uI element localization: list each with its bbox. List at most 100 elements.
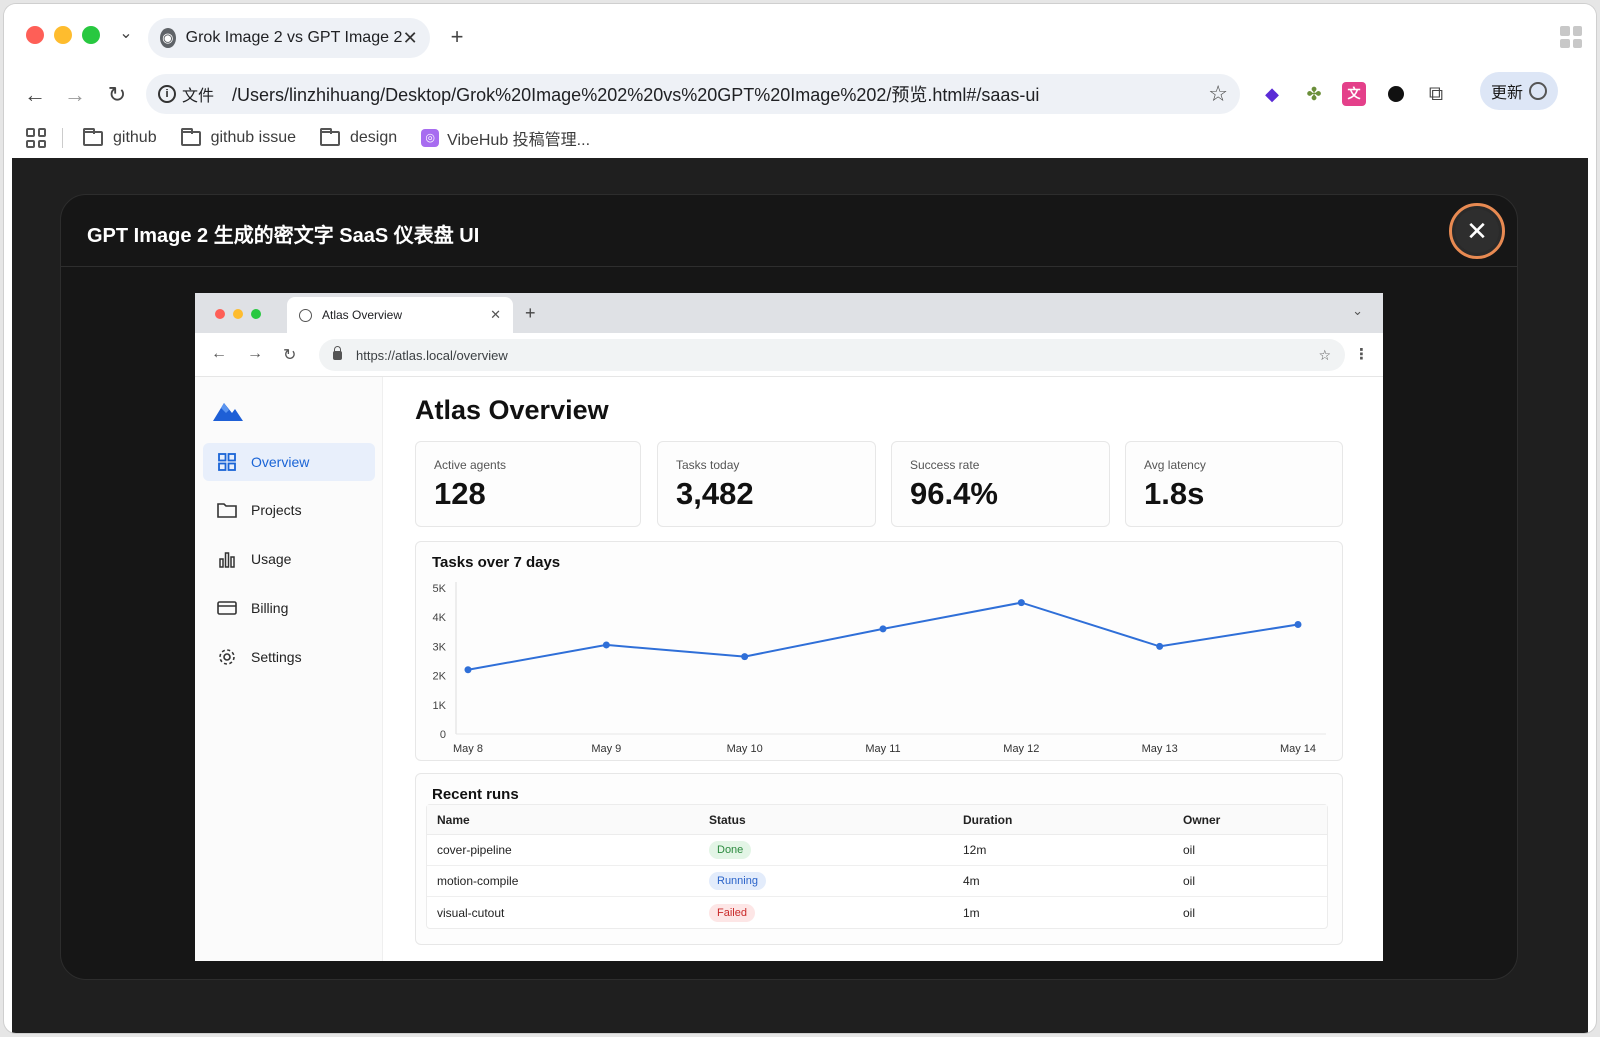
bar-chart-icon xyxy=(217,549,237,569)
column-header: Owner xyxy=(1173,805,1327,835)
inner-address-row: ← → ↻ https://atlas.local/overview ☆ ⋮ xyxy=(195,333,1383,377)
bookmark-github-issue[interactable]: github issue xyxy=(180,127,296,147)
sidebar: Overview Projects Usage xyxy=(195,377,383,961)
inner-new-tab-plus-icon[interactable]: + xyxy=(525,303,536,323)
x-tick-label: May 11 xyxy=(865,743,900,755)
address-bar[interactable]: i 文件 /Users/linzhihuang/Desktop/Grok%20I… xyxy=(146,74,1240,114)
maximize-window-button[interactable] xyxy=(82,26,100,44)
window-layout-icon[interactable] xyxy=(1560,26,1582,48)
run-name: cover-pipeline xyxy=(427,835,699,866)
extension-dot-icon[interactable] xyxy=(1384,82,1408,106)
x-tick-label: May 13 xyxy=(1142,743,1178,755)
folder-icon xyxy=(83,127,103,146)
sidebar-item-label: Overview xyxy=(251,454,310,470)
extension-diamond-icon[interactable]: ◆ xyxy=(1265,84,1279,104)
bookmark-design[interactable]: design xyxy=(319,127,397,147)
status-badge: Done xyxy=(709,841,752,859)
image-preview-modal: GPT Image 2 生成的密文字 SaaS 仪表盘 UI ✕ Atlas O… xyxy=(60,194,1518,980)
run-name: visual-cutout xyxy=(437,905,505,920)
extension-puzzle-color-icon[interactable]: ✤ xyxy=(1306,84,1322,104)
table-row[interactable]: motion-compile Running 4m oil xyxy=(427,866,1327,897)
update-button[interactable]: 更新 xyxy=(1480,72,1558,110)
apps-grid-icon[interactable] xyxy=(26,128,46,148)
extension-translate-icon[interactable]: 文 xyxy=(1342,82,1366,106)
bookmark-vibehub[interactable]: ◎ VibeHub 投稿管理... xyxy=(421,126,590,150)
runs-title: Recent runs xyxy=(432,786,519,803)
inner-maximize-dot xyxy=(251,309,261,319)
globe-icon xyxy=(299,308,312,322)
table-row[interactable]: cover-pipeline Done 12m oil xyxy=(427,835,1327,866)
sidebar-item-billing[interactable]: Billing xyxy=(203,589,375,627)
forward-arrow-icon[interactable]: → xyxy=(64,82,86,107)
close-icon: ✕ xyxy=(1455,209,1499,253)
bookmark-star-icon[interactable]: ☆ xyxy=(1208,81,1228,106)
inner-more-vertical-icon[interactable]: ⋮ xyxy=(1354,346,1369,363)
runs-table: Name Status Duration Owner cover-pipelin… xyxy=(426,804,1328,929)
inner-url-text[interactable]: https://atlas.local/overview xyxy=(356,347,508,363)
sidebar-item-settings[interactable]: Settings xyxy=(203,638,375,676)
inner-browser-tab[interactable]: Atlas Overview ✕ xyxy=(287,297,513,333)
table-header-row: Name Status Duration Owner xyxy=(427,805,1327,835)
data-point[interactable] xyxy=(1294,621,1302,628)
inner-close-dot xyxy=(215,309,225,319)
series-line xyxy=(467,601,1299,671)
atlas-logo-icon xyxy=(213,403,243,421)
data-point[interactable] xyxy=(1017,599,1025,607)
update-label: 更新 xyxy=(1490,85,1523,102)
tab-title: Grok Image 2 vs GPT Image 2 xyxy=(185,29,403,46)
minimize-window-button[interactable] xyxy=(54,26,72,44)
back-arrow-icon[interactable]: ← xyxy=(24,82,46,107)
table-row[interactable]: visual-cutout Failed 1m oil xyxy=(427,897,1327,928)
inner-back-arrow-icon[interactable]: ← xyxy=(211,345,227,362)
sidebar-item-projects[interactable]: Projects xyxy=(203,491,375,529)
run-status-cell: Failed xyxy=(699,897,953,928)
modal-title: GPT Image 2 生成的密文字 SaaS 仪表盘 UI xyxy=(87,225,480,247)
folder-icon xyxy=(217,500,237,520)
y-tick-label: 2K xyxy=(433,671,447,683)
info-icon[interactable]: i xyxy=(158,85,176,103)
browser-tab[interactable]: ◉ Grok Image 2 vs GPT Image 2 ✕ xyxy=(148,18,430,58)
grid-icon xyxy=(217,452,237,472)
sidebar-item-usage[interactable]: Usage xyxy=(203,540,375,578)
x-tick-label: May 12 xyxy=(1003,743,1039,755)
inner-tab-close-icon[interactable]: ✕ xyxy=(490,307,501,322)
inner-reload-icon[interactable]: ↻ xyxy=(283,347,297,364)
tab-close-icon[interactable]: ✕ xyxy=(402,27,418,48)
tab-search-chevron-down-icon[interactable]: ⌄ xyxy=(119,25,133,42)
atlas-app: Overview Projects Usage xyxy=(195,377,1383,961)
data-point[interactable] xyxy=(741,653,749,661)
kpi-card-success-rate: Success rate 96.4% xyxy=(891,441,1110,527)
sidebar-item-label: Billing xyxy=(251,600,289,616)
close-window-button[interactable] xyxy=(26,26,44,44)
data-point[interactable] xyxy=(602,641,610,649)
inner-address-bar[interactable]: https://atlas.local/overview ☆ xyxy=(319,339,1345,371)
inner-bookmark-star-icon[interactable]: ☆ xyxy=(1318,346,1331,363)
new-tab-plus-icon[interactable]: + xyxy=(450,24,464,49)
main-panel: Atlas Overview Active agents 128 Tasks t… xyxy=(415,377,1355,961)
bookmark-github[interactable]: github xyxy=(83,127,157,147)
status-badge: Running xyxy=(709,872,766,890)
run-duration: 12m xyxy=(953,835,1173,866)
lock-icon xyxy=(333,345,342,360)
extensions-puzzle-icon[interactable]: ⧉ xyxy=(1428,83,1444,105)
data-point[interactable] xyxy=(879,625,887,633)
data-point[interactable] xyxy=(1156,642,1164,650)
dashboard-screenshot: Atlas Overview ✕ + ⌄ ← → ↻ https://atlas… xyxy=(195,293,1383,961)
kpi-label: Active agents xyxy=(434,458,507,472)
run-owner: oil xyxy=(1173,835,1327,866)
inner-forward-arrow-icon[interactable]: → xyxy=(247,345,263,362)
modal-close-button[interactable]: ✕ xyxy=(1449,203,1505,259)
data-point[interactable] xyxy=(464,666,472,674)
folder-icon xyxy=(180,127,201,146)
kpi-card-tasks-today: Tasks today 3,482 xyxy=(657,441,876,527)
url-text[interactable]: /Users/linzhihuang/Desktop/Grok%20Image%… xyxy=(232,85,1040,105)
sidebar-item-overview[interactable]: Overview xyxy=(203,443,375,481)
y-tick-label: 1K xyxy=(433,700,447,712)
reload-icon[interactable]: ↻ xyxy=(107,82,127,107)
kpi-value: 3,482 xyxy=(676,476,754,511)
x-tick-label: May 9 xyxy=(591,743,621,755)
inner-chevron-down-icon[interactable]: ⌄ xyxy=(1352,303,1363,318)
globe-icon: ◉ xyxy=(160,28,176,48)
gear-icon xyxy=(217,647,237,667)
tasks-line-chart: 0 1K 2K 3K 4K 5K May 8 May 9 May 10 May 11 May 12 M… xyxy=(433,582,1326,755)
